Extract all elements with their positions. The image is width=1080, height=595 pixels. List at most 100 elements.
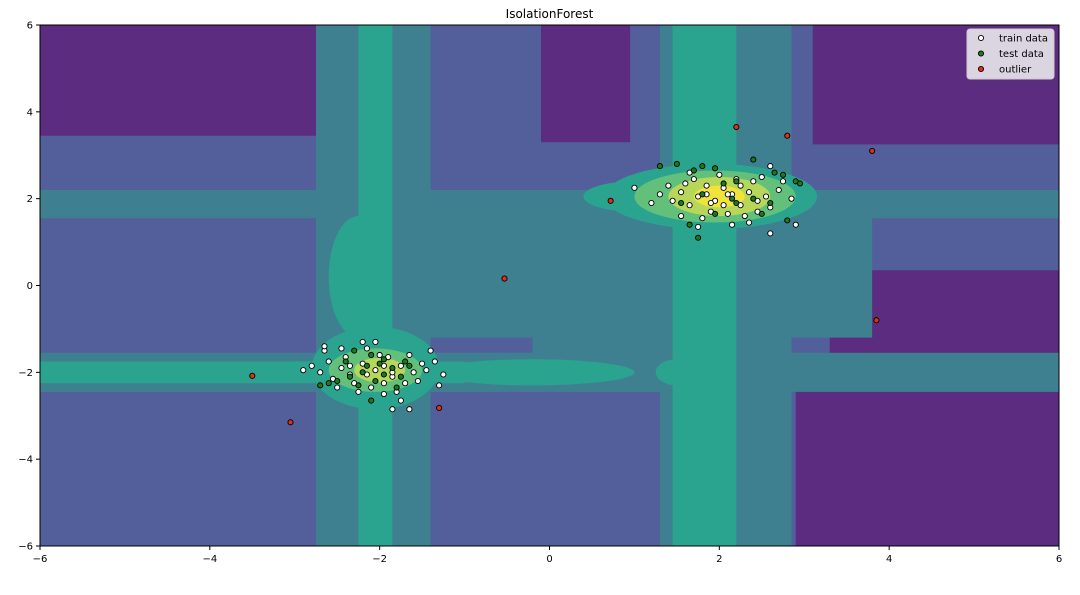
- data-point: [779, 178, 787, 185]
- data-point: [389, 364, 396, 372]
- data-point: [631, 184, 638, 191]
- legend-marker: [977, 34, 985, 42]
- data-point: [656, 191, 663, 198]
- data-point: [321, 343, 328, 350]
- data-point: [699, 191, 706, 198]
- data-point: [682, 180, 689, 187]
- data-point: [758, 210, 765, 217]
- data-point: [678, 199, 685, 207]
- data-point: [338, 345, 345, 352]
- data-point: [767, 163, 774, 170]
- data-point: [317, 369, 324, 376]
- data-point: [300, 367, 307, 374]
- data-point: [436, 382, 443, 389]
- data-point: [338, 364, 345, 372]
- series-train-data: [300, 163, 799, 413]
- y-tick-label: −6: [18, 542, 33, 553]
- x-tick-label: 4: [886, 554, 892, 565]
- data-point: [669, 197, 676, 204]
- legend-label: test data: [999, 49, 1044, 60]
- data-point: [501, 275, 508, 282]
- data-point: [673, 160, 680, 167]
- x-tick-label: 6: [1056, 554, 1062, 565]
- legend-marker: [977, 50, 985, 57]
- data-point: [767, 199, 774, 207]
- data-point: [397, 373, 404, 380]
- y-axis: −6 −4 −2 0 2 4 6: [18, 21, 40, 553]
- data-point: [750, 195, 757, 202]
- chart-title: IsolationForest: [506, 7, 594, 21]
- data-point: [737, 182, 744, 189]
- data-point: [380, 380, 387, 387]
- data-point: [873, 317, 880, 324]
- data-point: [750, 156, 757, 163]
- x-axis: −6 −4 −2 0 2 4 6: [33, 546, 1062, 565]
- data-point: [419, 360, 426, 367]
- data-point: [712, 210, 719, 217]
- data-point: [249, 372, 256, 379]
- contour-band: [672, 25, 737, 546]
- x-tick-label: −4: [202, 554, 217, 565]
- data-point: [440, 371, 447, 378]
- data-point: [690, 176, 697, 183]
- data-point: [372, 338, 379, 345]
- series-outlier: [249, 123, 880, 426]
- data-point: [716, 171, 723, 178]
- data-point: [656, 163, 663, 170]
- data-point: [397, 397, 404, 404]
- data-point: [771, 169, 778, 176]
- data-point: [733, 178, 740, 185]
- data-point: [788, 195, 795, 202]
- data-point: [724, 210, 731, 217]
- data-point: [372, 377, 379, 385]
- contour-blob: [430, 359, 635, 386]
- scatter-points: [249, 123, 880, 426]
- data-point: [775, 186, 782, 194]
- data-point: [678, 189, 685, 196]
- data-point: [686, 202, 693, 209]
- data-point: [325, 358, 332, 365]
- data-point: [317, 382, 324, 389]
- data-point: [750, 178, 757, 185]
- data-point: [342, 358, 349, 365]
- data-point: [724, 191, 731, 198]
- data-point: [733, 199, 740, 207]
- data-point: [402, 380, 409, 387]
- data-point: [359, 338, 366, 345]
- y-tick-label: 0: [27, 281, 33, 292]
- legend: train data test data outlier: [966, 28, 1055, 80]
- data-point: [372, 367, 379, 374]
- data-point: [720, 202, 727, 209]
- data-point: [402, 358, 409, 365]
- data-point: [784, 132, 791, 139]
- data-point: [699, 163, 706, 170]
- legend-box: [966, 28, 1055, 80]
- contour-band: [541, 25, 631, 143]
- x-tick-label: −2: [372, 554, 387, 565]
- data-point: [368, 397, 375, 404]
- data-point: [695, 234, 702, 241]
- data-point: [389, 406, 396, 413]
- data-point: [758, 173, 765, 181]
- data-point: [648, 199, 655, 207]
- x-tick-label: −6: [33, 554, 48, 565]
- data-point: [767, 230, 774, 237]
- data-point: [334, 384, 341, 391]
- data-point: [707, 199, 714, 207]
- y-tick-label: 2: [27, 194, 33, 205]
- data-point: [733, 123, 740, 131]
- data-point: [355, 388, 362, 395]
- data-point: [431, 358, 438, 365]
- data-point: [346, 362, 353, 369]
- data-point: [406, 362, 413, 369]
- data-point: [414, 377, 421, 385]
- data-point: [665, 182, 672, 189]
- contour-blob: [655, 359, 699, 386]
- data-point: [423, 367, 430, 374]
- data-point: [406, 406, 413, 413]
- data-point: [397, 362, 404, 369]
- data-point: [351, 347, 358, 354]
- data-point: [699, 215, 706, 222]
- data-point: [741, 212, 748, 220]
